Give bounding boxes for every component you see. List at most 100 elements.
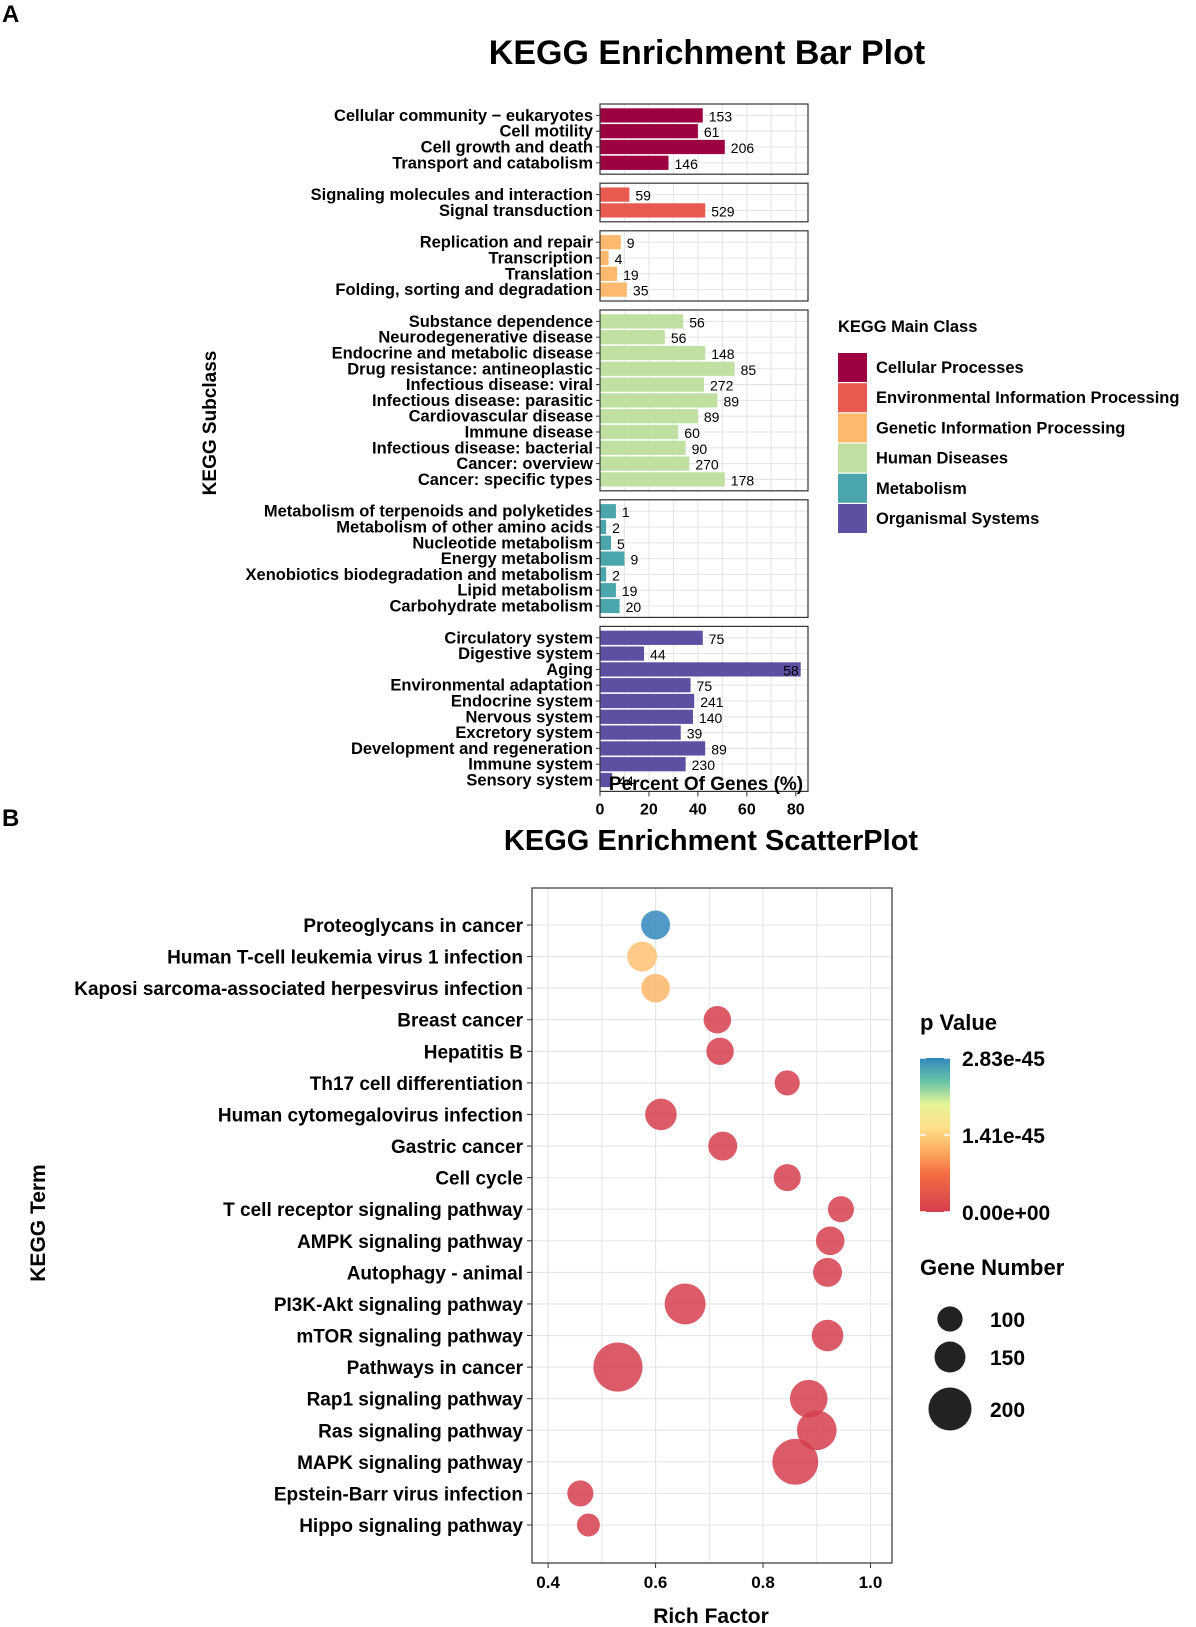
scatter-chart: Proteoglycans in cancer Human T-cell leuk… — [74, 887, 893, 1592]
bar-category-label: Development and regeneration — [351, 740, 593, 758]
class-legend-swatch — [838, 353, 867, 382]
bar-category-label: Infectious disease: parasitic — [372, 392, 593, 410]
bar — [600, 440, 686, 455]
bubble — [641, 910, 671, 940]
class-legend-swatch — [838, 504, 867, 533]
bar — [600, 504, 616, 519]
bar-value-label: 529 — [711, 203, 735, 219]
bar-value-label: 230 — [692, 757, 716, 773]
panel-b-xlabel: Rich Factor — [653, 1605, 769, 1627]
size-legend-circle — [928, 1387, 972, 1431]
colorbar-label: 1.41e-45 — [962, 1125, 1045, 1148]
bar-category-label: Signaling molecules and interaction — [311, 186, 593, 204]
bar-category-label: Digestive system — [458, 645, 593, 663]
bar — [600, 345, 706, 361]
bar-category-label: Nervous system — [466, 708, 593, 726]
bar-category-label: Immune system — [468, 756, 593, 774]
bar — [600, 361, 735, 376]
bar — [600, 535, 612, 550]
bar-value-label: 59 — [635, 188, 651, 204]
size-legend-circle — [937, 1306, 963, 1332]
facet-frame — [599, 309, 809, 492]
term-label: Kaposi sarcoma-associated herpesvirus in… — [74, 979, 523, 1000]
bar — [600, 472, 725, 487]
bar-value-label: 75 — [697, 678, 713, 694]
bubble — [789, 1379, 828, 1418]
bar — [600, 393, 718, 408]
size-legend-label: 100 — [990, 1309, 1025, 1332]
term-label: Ras signaling pathway — [318, 1421, 523, 1442]
panel-a-ylabel: KEGG Subclass — [200, 351, 221, 496]
bar-category-label: Sensory system — [466, 772, 593, 790]
bar-category-label: Endocrine system — [451, 693, 593, 711]
bar-category-label: Infectious disease: bacterial — [372, 439, 593, 457]
bar-value-label: 272 — [710, 378, 734, 394]
bar — [600, 330, 665, 345]
bubble — [815, 1226, 845, 1256]
size-legend-circle — [934, 1341, 966, 1373]
bar-value-label: 9 — [627, 235, 635, 251]
bar — [600, 424, 679, 440]
term-label: Human T-cell leukemia virus 1 infection — [167, 948, 523, 969]
bar-category-label: Endocrine and metabolic disease — [332, 345, 593, 363]
bar — [600, 203, 706, 218]
bar-value-label: 2 — [612, 520, 620, 536]
bar-category-label: Cardiovascular disease — [409, 408, 593, 426]
bar — [600, 235, 621, 250]
panel-a-title: KEGG Enrichment Bar Plot — [489, 34, 925, 72]
bar — [600, 409, 698, 424]
bar-value-label: 39 — [687, 726, 703, 742]
bar — [600, 314, 684, 329]
class-legend-swatch — [838, 383, 867, 413]
bubble — [641, 973, 670, 1003]
bubble — [706, 1037, 734, 1066]
bar-value-label: 146 — [675, 156, 699, 172]
bar-value-label: 206 — [731, 140, 755, 156]
bar-value-label: 270 — [695, 457, 719, 473]
bar — [600, 266, 618, 281]
bar-category-label: Nucleotide metabolism — [412, 534, 593, 552]
term-label: Hepatitis B — [424, 1042, 523, 1063]
scatter-frame — [531, 887, 893, 1564]
bar-value-label: 2 — [612, 567, 620, 583]
bar-category-label: Cellular community − eukaryotes — [334, 107, 593, 125]
term-label: Hippo signaling pathway — [299, 1516, 523, 1537]
bar — [600, 155, 669, 170]
bar-category-label: Metabolism of terpenoids and polyketides — [264, 503, 593, 521]
panel-b-ylabel: KEGG Term — [27, 1164, 50, 1281]
bubble — [827, 1196, 855, 1223]
bar-category-label: Replication and repair — [420, 234, 594, 252]
bar-value-label: 1 — [622, 504, 630, 520]
bar — [600, 456, 690, 471]
bar-category-label: Neurodegenerative disease — [378, 329, 593, 347]
class-legend: Cellular Processes Environmental Informat… — [838, 353, 1179, 533]
bar-category-label: Cancer: overview — [456, 455, 593, 473]
bar-category-label: Transport and catabolism — [392, 154, 593, 172]
bubble — [664, 1283, 706, 1325]
bubble — [703, 1005, 732, 1034]
panel-a-label: A — [2, 1, 19, 28]
term-label: Autophagy - animal — [347, 1263, 523, 1284]
bar-value-label: 60 — [684, 425, 700, 441]
bar — [600, 583, 616, 598]
bubble — [813, 1257, 843, 1287]
bar-category-label: Cancer: specific types — [418, 471, 593, 489]
term-label: T cell receptor signaling pathway — [223, 1200, 523, 1221]
bar-value-label: 35 — [633, 283, 649, 299]
bar-category-label: Excretory system — [455, 724, 593, 742]
x-tick-label: 0.8 — [751, 1573, 775, 1592]
bar — [600, 772, 613, 788]
bar-category-label: Signal transduction — [439, 202, 593, 220]
bar-value-label: 56 — [689, 314, 705, 330]
x-tick-label: 40 — [689, 801, 707, 818]
bar — [600, 282, 627, 297]
bar-category-label: Substance dependence — [409, 313, 593, 331]
bar — [600, 630, 703, 645]
term-label: AMPK signaling pathway — [297, 1232, 523, 1253]
bar — [600, 124, 698, 139]
bar-value-label: 9 — [630, 552, 638, 568]
x-tick-label: 1.0 — [859, 1573, 883, 1592]
bar-value-label: 19 — [622, 583, 638, 599]
bar-value-label: 89 — [723, 393, 739, 409]
bar-value-label: 148 — [711, 346, 735, 362]
